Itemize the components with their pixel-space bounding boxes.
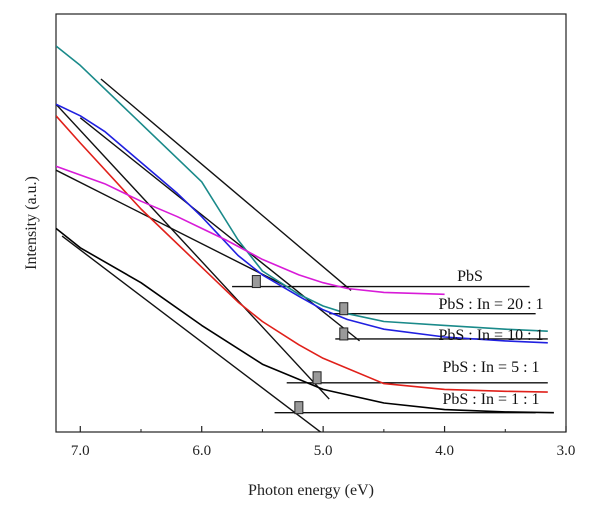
series-line xyxy=(56,227,554,414)
series-line xyxy=(56,115,548,393)
plot-frame xyxy=(55,13,567,433)
x-tick-label: 3.0 xyxy=(557,443,576,459)
fit-line xyxy=(61,235,322,432)
x-tick-label: 7.0 xyxy=(71,443,90,459)
series-line xyxy=(56,103,548,344)
intercept-markers xyxy=(251,275,349,415)
x-axis-title: Photon energy (eV) xyxy=(248,482,374,499)
x-tick-label: 5.0 xyxy=(314,443,333,459)
plot-area xyxy=(55,13,567,433)
series-labels: PbS : In = 1 : 1 PbS : In = 5 : 1 PbS : In… xyxy=(438,268,543,408)
intercept-marker xyxy=(251,275,261,289)
series-label: PbS : In = 1 : 1 xyxy=(442,391,539,408)
series-label: PbS : In = 5 : 1 xyxy=(442,359,539,376)
x-tick-label: 4.0 xyxy=(435,443,454,459)
x-axis-tick-labels: 7.0 6.0 5.0 4.0 3.0 xyxy=(71,443,575,459)
fit-line xyxy=(56,169,288,288)
fit-line xyxy=(56,103,330,400)
y-axis-title: Intensity (a.u.) xyxy=(23,176,40,270)
fit-line xyxy=(100,78,352,291)
series-label: PbS : In = 20 : 1 xyxy=(438,296,543,313)
intercept-marker xyxy=(294,401,304,415)
intercept-marker xyxy=(339,302,349,316)
data-curves xyxy=(56,45,554,414)
series-label: PbS : In = 10 : 1 xyxy=(438,327,543,344)
series-line xyxy=(56,165,445,296)
series-line xyxy=(56,45,548,332)
intercept-marker xyxy=(339,327,349,341)
x-axis-ticks xyxy=(79,426,567,432)
intercept-marker xyxy=(312,371,322,385)
x-tick-label: 6.0 xyxy=(192,443,211,459)
baseline-lines xyxy=(232,285,548,414)
series-label: PbS xyxy=(457,268,483,285)
